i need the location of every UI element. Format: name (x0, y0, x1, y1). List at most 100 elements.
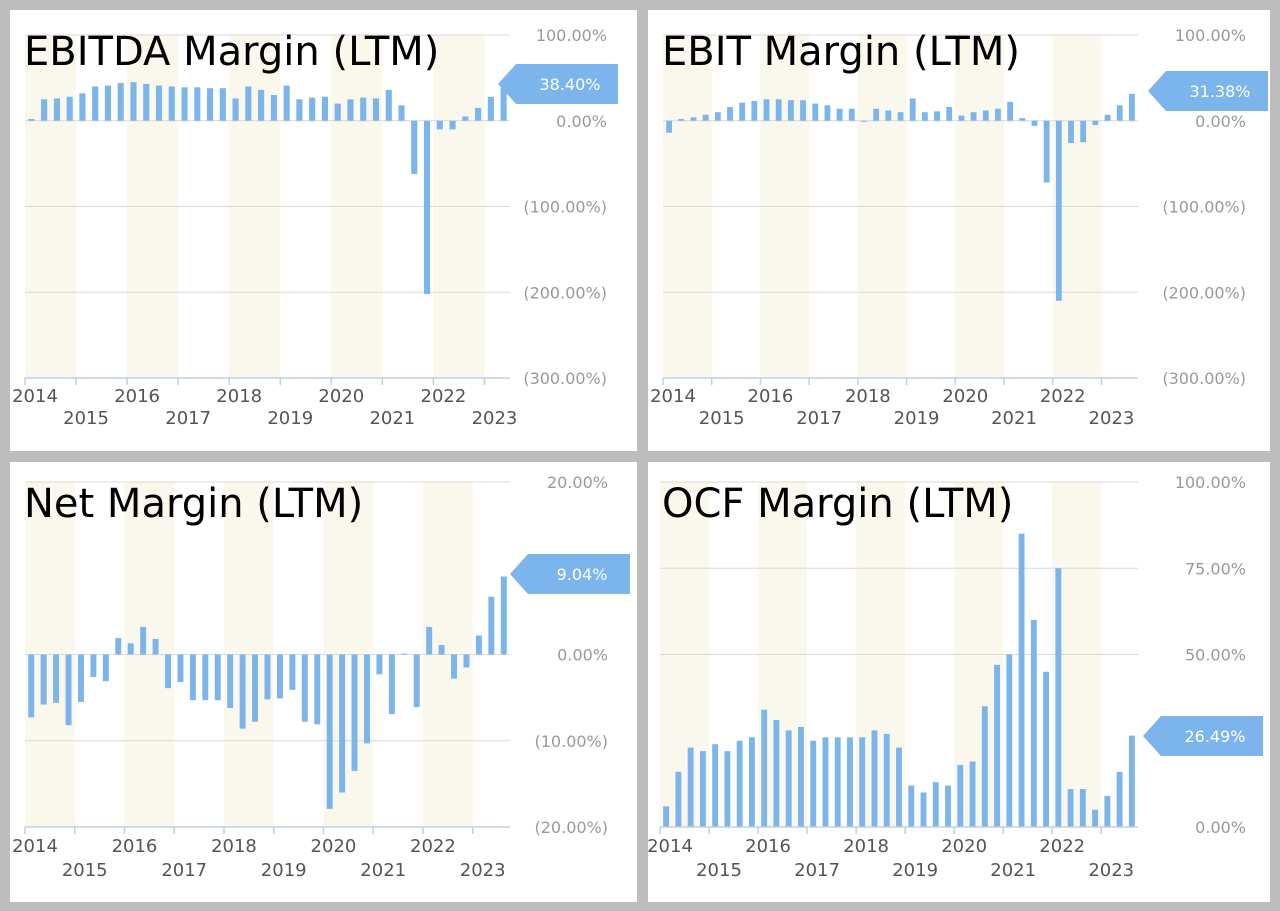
bar[interactable] (289, 654, 296, 690)
bar[interactable] (77, 654, 84, 702)
bar[interactable] (463, 654, 470, 668)
bar[interactable] (675, 771, 682, 827)
bar[interactable] (475, 635, 482, 655)
bar[interactable] (687, 747, 694, 827)
bar[interactable] (714, 112, 721, 121)
bar[interactable] (451, 654, 458, 679)
bar[interactable] (28, 119, 35, 121)
bar[interactable] (920, 792, 927, 828)
bar[interactable] (152, 638, 159, 655)
bar[interactable] (970, 112, 977, 121)
bar[interactable] (423, 120, 431, 294)
bar[interactable] (475, 107, 482, 121)
bar[interactable] (897, 112, 904, 121)
bar[interactable] (92, 86, 99, 121)
bar[interactable] (1055, 568, 1062, 827)
bar[interactable] (824, 105, 831, 121)
bar[interactable] (413, 654, 420, 708)
bar[interactable] (1043, 120, 1050, 183)
bar[interactable] (326, 654, 333, 809)
bar[interactable] (449, 120, 456, 130)
bar[interactable] (969, 761, 976, 827)
bar[interactable] (921, 112, 928, 121)
bar[interactable] (232, 98, 239, 121)
bar[interactable] (309, 97, 316, 121)
bar[interactable] (739, 102, 746, 121)
bar[interactable] (462, 116, 469, 121)
bar[interactable] (202, 654, 209, 701)
bar[interactable] (785, 730, 792, 827)
bar[interactable] (1031, 120, 1038, 126)
bar[interactable] (1068, 120, 1074, 144)
bar[interactable] (1030, 620, 1037, 827)
bar[interactable] (957, 764, 964, 827)
bar[interactable] (873, 108, 880, 121)
bar[interactable] (1092, 809, 1099, 827)
bar[interactable] (822, 737, 829, 827)
bar[interactable] (488, 596, 495, 655)
bar[interactable] (724, 751, 731, 827)
bar[interactable] (207, 88, 214, 121)
bar[interactable] (411, 120, 418, 174)
bar[interactable] (946, 107, 953, 121)
bar[interactable] (712, 744, 719, 827)
bar[interactable] (258, 89, 265, 121)
bar[interactable] (798, 726, 804, 827)
bar[interactable] (168, 86, 175, 121)
bar[interactable] (40, 654, 47, 705)
bar[interactable] (130, 82, 137, 121)
bar[interactable] (871, 730, 878, 827)
bar[interactable] (751, 101, 758, 121)
bar[interactable] (1128, 93, 1135, 121)
bar[interactable] (28, 654, 35, 718)
bar[interactable] (702, 114, 709, 121)
bar[interactable] (334, 103, 341, 121)
bar[interactable] (276, 654, 283, 699)
bar[interactable] (239, 654, 246, 729)
bar[interactable] (321, 96, 328, 121)
bar[interactable] (1092, 120, 1099, 126)
bar[interactable] (736, 740, 743, 827)
bar[interactable] (436, 120, 443, 130)
bar[interactable] (1019, 118, 1026, 121)
bar[interactable] (787, 100, 794, 121)
bar[interactable] (388, 654, 395, 715)
bar[interactable] (296, 99, 303, 121)
bar[interactable] (155, 85, 163, 121)
bar[interactable] (883, 733, 890, 827)
bar[interactable] (995, 108, 1001, 121)
bar[interactable] (53, 98, 60, 121)
bar[interactable] (896, 747, 902, 827)
bar[interactable] (351, 654, 358, 771)
bar[interactable] (859, 737, 866, 827)
bar[interactable] (219, 88, 226, 121)
bar[interactable] (800, 100, 806, 121)
bar[interactable] (775, 99, 782, 121)
bar[interactable] (666, 120, 673, 133)
bar[interactable] (165, 654, 171, 689)
bar[interactable] (958, 115, 965, 121)
bar[interactable] (177, 654, 184, 683)
bar[interactable] (994, 664, 1000, 827)
bar[interactable] (360, 97, 367, 121)
bar[interactable] (66, 96, 73, 121)
bar[interactable] (763, 99, 770, 121)
bar[interactable] (283, 85, 290, 121)
bar[interactable] (909, 98, 916, 121)
bar[interactable] (934, 111, 940, 121)
bar[interactable] (194, 87, 201, 121)
bar[interactable] (1128, 735, 1135, 827)
bar[interactable] (347, 99, 354, 121)
bar[interactable] (761, 709, 768, 827)
bar[interactable] (836, 108, 843, 121)
bar[interactable] (1018, 533, 1025, 827)
bar[interactable] (41, 99, 48, 121)
bar[interactable] (104, 85, 112, 121)
bar[interactable] (1079, 789, 1086, 827)
bar[interactable] (314, 654, 321, 725)
bar[interactable] (500, 576, 507, 655)
bar[interactable] (115, 638, 122, 655)
bar[interactable] (1116, 771, 1123, 827)
bar[interactable] (861, 120, 867, 122)
bar[interactable] (678, 119, 685, 121)
